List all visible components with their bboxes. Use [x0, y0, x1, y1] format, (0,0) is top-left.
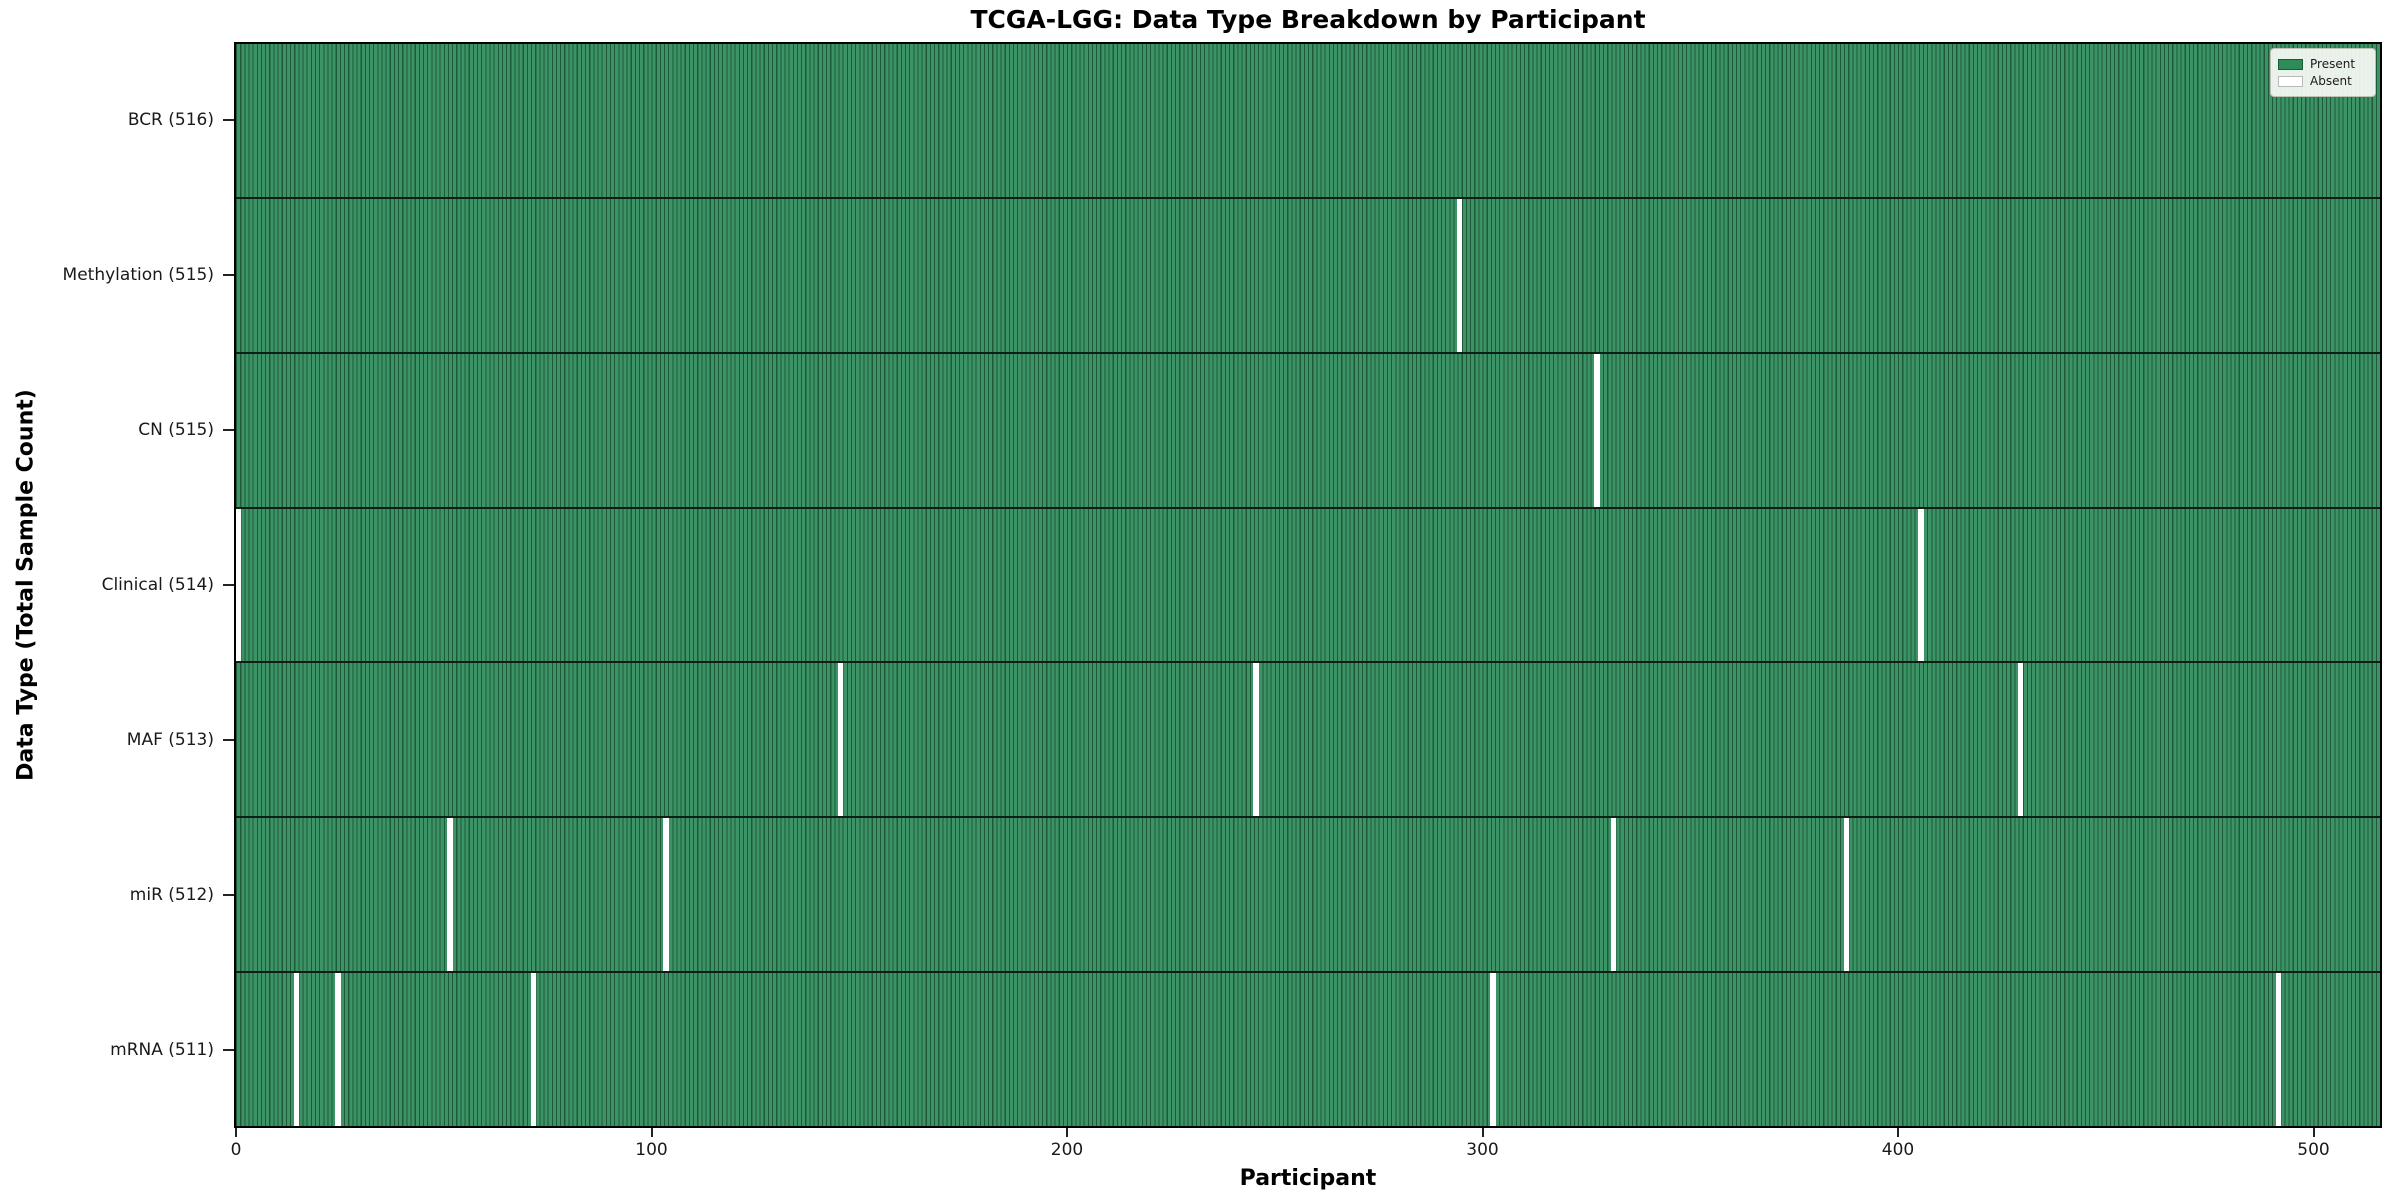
absent-swatch-icon [2278, 75, 2303, 87]
y-tick-mark [223, 273, 234, 276]
x-tick-marks [0, 1128, 2400, 1138]
absent-marker [293, 973, 299, 1127]
y-tick-mark [223, 118, 234, 121]
absent-marker [1610, 818, 1617, 972]
heatmap-row-mrna [236, 973, 2380, 1127]
legend-absent-label: Absent [2310, 74, 2352, 88]
legend: Present Absent [2270, 48, 2376, 97]
y-tick-mark [223, 428, 234, 431]
x-tick-labels: 0 100 200 300 400 500 [0, 1140, 2400, 1164]
absent-marker [663, 818, 669, 972]
x-tick-label: 0 [230, 1140, 242, 1160]
x-tick-mark [1481, 1128, 1484, 1137]
x-tick-label: 200 [1050, 1140, 1084, 1160]
absent-marker [1843, 818, 1849, 972]
x-tick-label: 500 [2297, 1140, 2330, 1160]
plot-area [234, 42, 2382, 1128]
x-tick-label: 100 [635, 1140, 668, 1160]
absent-marker [235, 508, 241, 662]
y-tick-label: CN (515) [138, 419, 214, 440]
heatmap-row-methylation [236, 198, 2380, 354]
absent-marker [837, 663, 844, 817]
absent-marker [1253, 663, 1259, 817]
absent-marker [1490, 973, 1496, 1127]
x-axis-label: Participant [1239, 1166, 1377, 1191]
heatmap-row-mir [236, 818, 2380, 974]
y-tick-labels: BCR (516) Methylation (515) CN (515) Clinic… [0, 42, 218, 1128]
present-swatch-icon [2278, 58, 2303, 70]
x-tick-mark [2312, 1128, 2315, 1137]
absent-marker [530, 973, 536, 1127]
y-tick-mark [223, 739, 234, 742]
y-tick-label: BCR (516) [127, 109, 214, 130]
legend-item-absent: Absent [2278, 74, 2368, 88]
absent-marker [447, 818, 453, 972]
absent-marker [335, 973, 341, 1127]
x-tick-mark [650, 1128, 653, 1137]
y-tick-mark [223, 1049, 234, 1052]
y-tick-mark [223, 584, 234, 586]
heatmap-row-cn [236, 353, 2380, 509]
y-tick-marks [223, 42, 234, 1128]
heatmap-row-clinical [235, 508, 2380, 664]
y-tick-mark [223, 894, 234, 897]
absent-marker [1918, 508, 1924, 662]
y-tick-label: MAF (513) [126, 730, 214, 751]
y-tick-label: Clinical (514) [101, 575, 214, 595]
y-tick-label: Methylation (515) [62, 264, 214, 285]
legend-present-label: Present [2310, 57, 2356, 71]
heatmap-row-maf [236, 663, 2380, 819]
legend-item-present: Present [2278, 57, 2368, 71]
x-tick-mark [235, 1128, 237, 1137]
x-tick-mark [1066, 1128, 1068, 1137]
absent-marker [2275, 973, 2281, 1127]
absent-marker [1594, 353, 1600, 507]
absent-marker [1457, 198, 1463, 352]
x-tick-mark [1897, 1128, 1899, 1137]
x-tick-label: 400 [1881, 1140, 1915, 1160]
chart-title: TCGA-LGG: Data Type Breakdown by Partici… [970, 5, 1646, 34]
heatmap-row-bcr [236, 44, 2380, 199]
y-tick-label: miR (512) [129, 885, 214, 906]
y-tick-label: mRNA (511) [110, 1040, 214, 1061]
x-tick-label: 300 [1466, 1140, 1499, 1160]
absent-marker [2018, 663, 2024, 817]
